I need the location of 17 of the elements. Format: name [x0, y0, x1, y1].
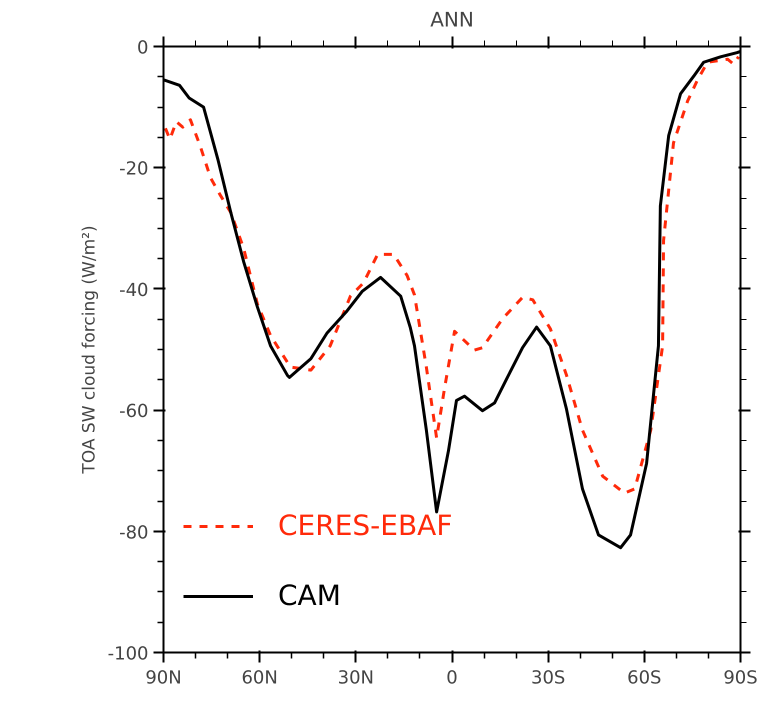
legend-label: CAM	[278, 579, 341, 612]
y-tick-label: 0	[137, 38, 148, 58]
x-tick-label: 60S	[627, 668, 662, 688]
legend-label: CERES-EBAF	[278, 509, 452, 542]
x-tick-label: 90S	[723, 668, 758, 688]
y-tick-label: -40	[119, 280, 149, 301]
y-axis-title: TOA SW cloud forcing (W/m²)	[80, 225, 100, 475]
y-tick-label: -80	[119, 522, 149, 544]
y-tick-label: -100	[108, 644, 149, 664]
x-tick-label: 30S	[531, 668, 566, 688]
y-tick-label: -60	[119, 401, 149, 422]
x-tick-label: 30N	[338, 668, 374, 688]
x-tick-label: 60N	[241, 668, 278, 688]
x-tick-label: 90N	[145, 668, 182, 688]
chart-title: ANN	[430, 8, 474, 32]
y-tick-label: -20	[119, 158, 149, 180]
x-tick-label: 0	[446, 668, 458, 688]
